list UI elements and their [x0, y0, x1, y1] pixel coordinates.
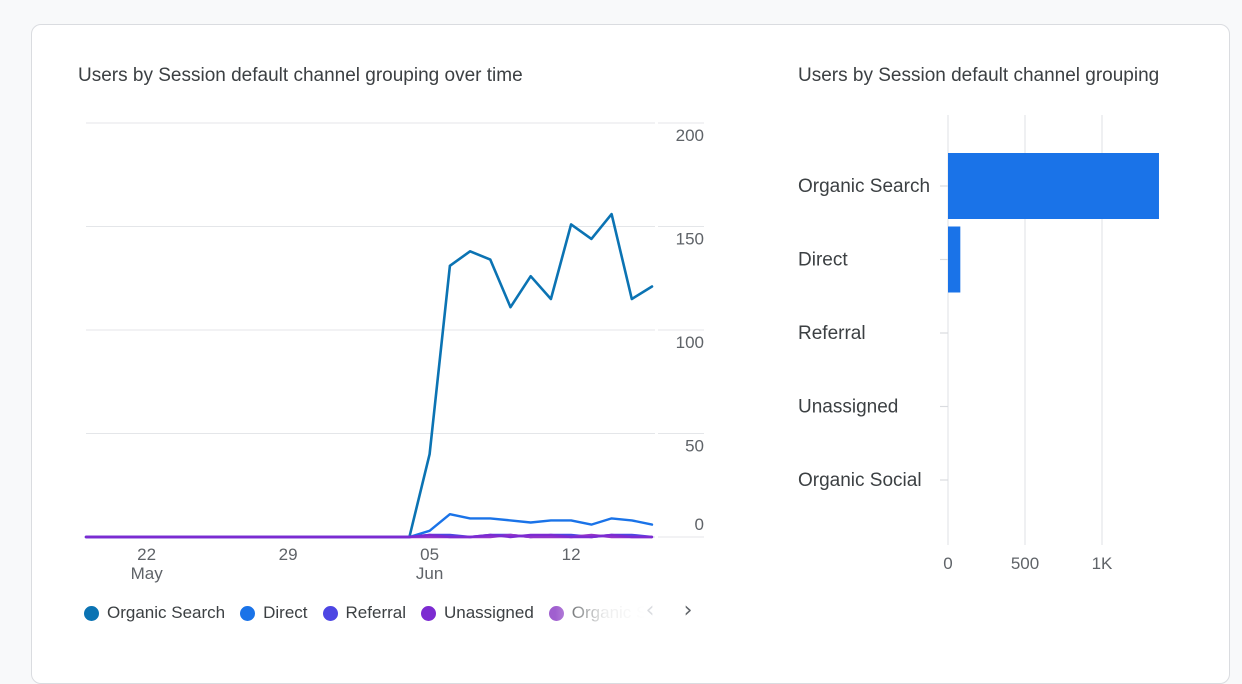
legend-item[interactable]: Direct: [240, 603, 308, 623]
y-tick-label: 50: [685, 437, 704, 456]
y-tick-label: 0: [695, 515, 704, 534]
legend-item[interactable]: Unassigned: [421, 603, 534, 623]
chevron-left-icon[interactable]: ‹: [645, 598, 655, 623]
x-tick-label: 12: [562, 545, 581, 564]
series-line-unassigned: [84, 533, 654, 539]
category-label: Organic Search: [798, 176, 930, 197]
legend-item[interactable]: Organic Social: [548, 603, 644, 623]
legend-label: Organic Search: [107, 603, 226, 622]
x-tick-label: 0: [943, 554, 952, 573]
x-tick-label: 22: [137, 545, 156, 564]
category-label: Referral: [798, 323, 866, 344]
chart-legend: Organic Search Direct Referral Unassigned Or…: [84, 601, 644, 625]
legend-label: Organic Social: [571, 603, 644, 622]
bar-direct: [948, 226, 961, 293]
x-tick-sublabel: Jun: [416, 564, 443, 583]
bar-chart: 0 500 1K Organic Search Direct Referral Unassi…: [798, 115, 1159, 573]
legend-label: Unassigned: [444, 603, 534, 622]
x-tick-label: 29: [279, 545, 298, 564]
chevron-right-icon[interactable]: ›: [683, 598, 693, 623]
y-tick-label: 100: [676, 333, 704, 352]
legend-dot-icon: [84, 605, 99, 621]
report-card: [31, 24, 1230, 684]
category-label: Unassigned: [798, 397, 898, 418]
x-tick-sublabel: May: [131, 564, 164, 583]
legend-label: Direct: [263, 603, 308, 622]
line-chart-title: Users by Session default channel groupin…: [78, 65, 523, 86]
legend-label: Referral: [345, 603, 406, 622]
legend-dot-icon: [240, 605, 256, 621]
x-tick-label: 500: [1011, 554, 1039, 573]
x-tick-label: 1K: [1092, 554, 1113, 573]
y-tick-label: 200: [676, 126, 704, 145]
category-label: Direct: [798, 250, 848, 271]
bar-chart-title: Users by Session default channel groupin…: [798, 65, 1160, 86]
bar-organic-search: [948, 153, 1159, 219]
legend-item[interactable]: Organic Search: [84, 603, 225, 623]
x-tick-label: 05: [420, 545, 439, 564]
legend-dot-icon: [322, 605, 338, 621]
y-tick-label: 150: [676, 230, 704, 249]
category-label: Organic Social: [798, 470, 922, 491]
legend-item[interactable]: Referral: [322, 603, 406, 623]
legend-dot-icon: [421, 605, 436, 621]
legend-dot-icon: [548, 605, 564, 621]
